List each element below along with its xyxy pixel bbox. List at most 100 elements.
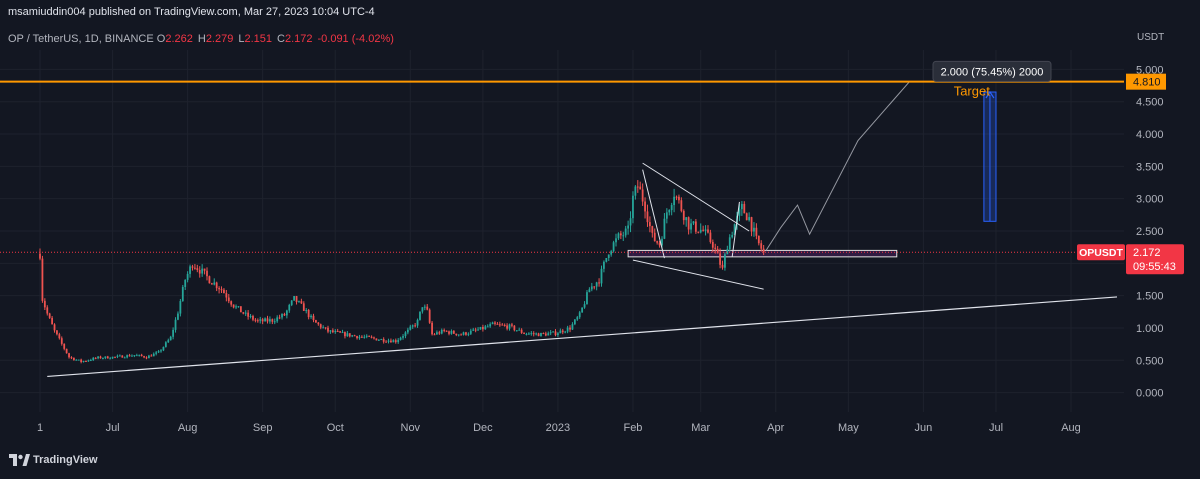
candle-body (218, 288, 220, 290)
candle-body (457, 334, 460, 336)
candle-body (639, 186, 642, 190)
candle-body (503, 324, 506, 326)
candle-body (578, 312, 581, 318)
candle-body (561, 330, 564, 333)
candle-body (89, 360, 92, 362)
candle-body (348, 333, 351, 337)
candle-body (319, 324, 322, 328)
candle-body (721, 264, 724, 268)
price-axis-panel[interactable] (1124, 28, 1200, 446)
candle-body (249, 315, 252, 317)
candle-body (641, 189, 644, 202)
candle-body (256, 320, 259, 322)
candle-body (571, 324, 574, 330)
candle-body (653, 232, 656, 242)
candle-body (472, 329, 475, 331)
candle-body (753, 227, 755, 232)
candle-body (58, 334, 61, 339)
candle-body (399, 337, 402, 340)
candle-body (380, 339, 383, 341)
candle-body (452, 330, 455, 334)
candle-body (368, 335, 371, 337)
candle-body (230, 301, 233, 305)
candle-body (467, 333, 470, 335)
candle-body (612, 242, 615, 252)
candle-body (489, 324, 492, 327)
candle-body (70, 357, 73, 359)
y-tick-label: 3.000 (1136, 194, 1164, 206)
candle-body (239, 306, 242, 313)
candle-body (450, 330, 453, 334)
candle-body (99, 356, 102, 359)
candle-body (109, 358, 112, 360)
ohlc-value: 2.279 (205, 33, 234, 45)
candle-body (302, 303, 305, 311)
range-marker-line[interactable] (731, 201, 740, 257)
candle-body (745, 213, 748, 221)
demand-zone-box[interactable] (627, 249, 898, 258)
candle-body (206, 270, 208, 277)
candle-body (295, 296, 298, 302)
projection-arrow-head (985, 90, 995, 99)
candle-body (687, 217, 690, 230)
candle-body (733, 224, 736, 236)
y-tick-label: 4.500 (1136, 97, 1164, 109)
ohlc-value: 2.262 (165, 33, 193, 45)
x-tick-label: May (838, 422, 859, 434)
candle-body (724, 254, 726, 268)
candle-body (394, 340, 397, 343)
support-trendline[interactable] (47, 296, 1118, 378)
candle-body (702, 229, 705, 231)
candle-body (719, 253, 721, 265)
candle-body (416, 319, 419, 326)
candle-body (114, 356, 116, 358)
candle-body (80, 359, 83, 362)
wedge-upper-line[interactable] (642, 162, 750, 232)
candle-body (164, 342, 167, 347)
candle-body (82, 360, 85, 362)
candle-body (707, 229, 709, 233)
candle-body (632, 195, 634, 219)
wedge-lower-line[interactable] (632, 259, 764, 290)
candle-body (356, 335, 358, 339)
candle-body (680, 200, 683, 211)
candle-body (692, 221, 695, 224)
candle-body (102, 357, 104, 359)
candle-body (145, 357, 148, 359)
x-tick-label: Apr (767, 422, 784, 434)
wedge-left-line[interactable] (642, 169, 665, 259)
candle-body (460, 334, 463, 336)
candle-body (757, 235, 760, 244)
candle-body (43, 300, 46, 308)
candle-body (431, 322, 433, 335)
candle-body (600, 268, 603, 284)
candle-body (237, 306, 240, 308)
candle-body (242, 312, 245, 314)
candle-body (494, 322, 496, 324)
candle-body (648, 222, 651, 227)
candle-body (392, 340, 395, 343)
candle-body (106, 356, 109, 359)
footer-brand[interactable]: TradingView (33, 454, 98, 466)
symbol-legend[interactable]: OP / TetherUS, 1D, BINANCE O2.262 H2.279 L… (8, 33, 399, 45)
y-tick-label: 4.000 (1136, 129, 1164, 141)
projected-path-line[interactable] (765, 81, 910, 251)
candle-body (370, 336, 373, 338)
candle-body (607, 254, 610, 258)
candle-body (203, 268, 206, 271)
candle-body (433, 334, 436, 336)
candle-body (63, 343, 66, 349)
candle-body (438, 332, 441, 334)
candle-body (344, 332, 346, 337)
candle-body (48, 313, 51, 318)
candle-body (283, 314, 286, 316)
tradingview-logo-icon[interactable] (8, 453, 30, 467)
candle-body (365, 335, 368, 337)
candle-body (298, 301, 300, 303)
candle-body (56, 330, 58, 335)
candle-body (511, 324, 513, 326)
candle-body (651, 226, 654, 233)
candle-body (329, 330, 332, 332)
